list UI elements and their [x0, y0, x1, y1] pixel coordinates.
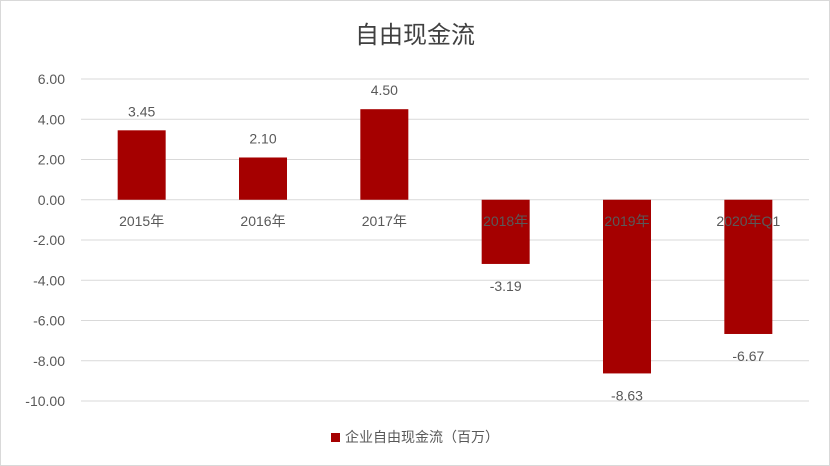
- y-tick-label: -2.00: [33, 232, 65, 248]
- data-label: 2.10: [249, 130, 276, 146]
- y-tick-label: 6.00: [38, 71, 65, 87]
- bar: [117, 130, 166, 200]
- x-tick-label: 2020年Q1: [716, 213, 780, 229]
- data-label: 3.45: [128, 103, 155, 119]
- y-tick-label: 0.00: [38, 192, 65, 208]
- y-tick-label: -4.00: [33, 272, 65, 288]
- data-label: -6.67: [732, 348, 764, 364]
- bar: [239, 157, 287, 200]
- y-tick-label: -6.00: [33, 313, 65, 329]
- chart-legend: 企业自由现金流（百万）: [1, 427, 829, 447]
- legend-label: 企业自由现金流（百万）: [345, 429, 499, 445]
- x-tick-label: 2019年: [604, 213, 649, 229]
- y-tick-label: 4.00: [38, 111, 65, 127]
- chart-title: 自由现金流: [355, 22, 475, 49]
- data-label: -8.63: [611, 387, 643, 403]
- data-label: -3.19: [490, 278, 522, 294]
- bar: [603, 199, 651, 374]
- x-tick-label: 2015年: [119, 213, 164, 229]
- y-tick-label: 2.00: [38, 152, 65, 168]
- x-tick-label: 2018年: [483, 213, 528, 229]
- y-tick-label: -8.00: [33, 353, 65, 369]
- bar: [360, 109, 409, 200]
- y-tick-label: -10.00: [25, 393, 65, 409]
- bar: [724, 199, 773, 334]
- bar: [481, 199, 530, 264]
- x-tick-label: 2017年: [362, 213, 407, 229]
- legend-swatch: [331, 433, 340, 442]
- x-tick-label: 2016年: [240, 213, 285, 229]
- data-label: 4.50: [371, 82, 398, 98]
